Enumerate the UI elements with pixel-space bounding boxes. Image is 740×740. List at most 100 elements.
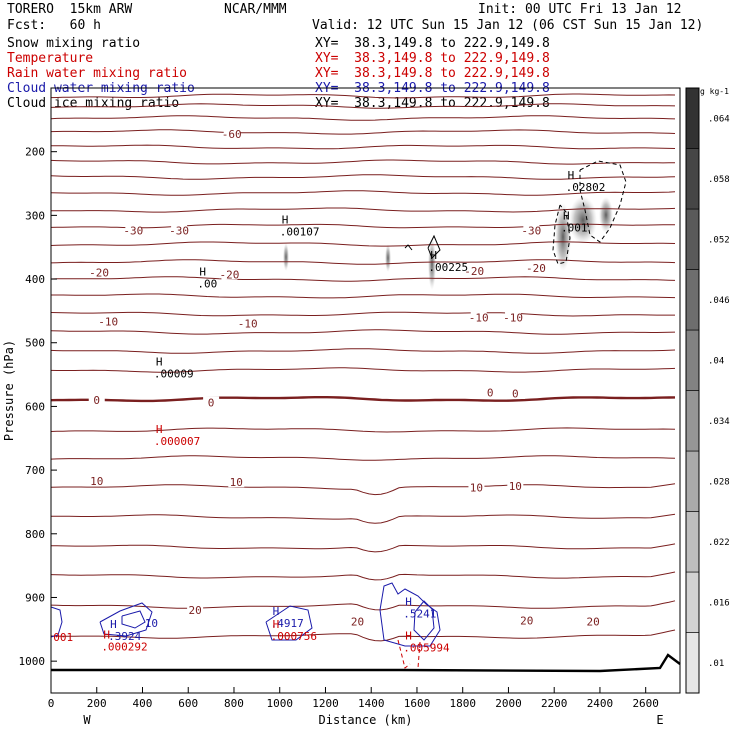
maximum-h-marker: H: [156, 423, 163, 436]
isotherm-label: -10: [238, 318, 258, 331]
x-tick-label: 2200: [541, 697, 568, 710]
isotherm-label: 10: [90, 475, 103, 488]
field-xy-range: XY= 38.3,149.8 to 222.9,149.8: [315, 51, 550, 66]
y-tick-label: 600: [25, 400, 45, 413]
isotherm-line: [50, 103, 676, 109]
colorbar-tick-label: .028: [708, 477, 730, 487]
cloud-contour-layer: [50, 160, 681, 673]
colorbar-tick-label: .064: [708, 114, 730, 124]
isotherm-label: -30: [521, 225, 541, 238]
isotherm-line: [50, 543, 676, 553]
ground-line: [51, 653, 681, 673]
maximum-value-label: .00225: [428, 261, 468, 274]
cloud-water-contour: [265, 605, 313, 641]
maximum-value-label: .005994: [403, 641, 450, 654]
x-tick-label: 600: [178, 697, 198, 710]
isotherm-label: 10: [230, 476, 243, 489]
x-tick-label: 1800: [449, 697, 476, 710]
colorbar-swatch: [685, 208, 700, 270]
isotherm-line: [50, 329, 676, 335]
maximum-value-label: .00107: [280, 225, 320, 238]
y-tick-label: 700: [25, 464, 45, 477]
isotherm-label-bg: [203, 396, 220, 408]
x-tick-label: 2600: [632, 697, 659, 710]
colorbar-tick-label: .04: [708, 356, 724, 366]
colorbar-tick-label: .016: [708, 598, 730, 608]
isotherm-line: [50, 207, 676, 213]
isotherm-label-bg: [88, 474, 105, 486]
isotherm-line: [50, 144, 676, 150]
isotherm-label-bg: [470, 311, 487, 323]
colorbar-tick-label: .046: [708, 296, 730, 306]
maximum-h-marker: H: [563, 210, 570, 223]
isotherm-label-bg: [91, 266, 108, 278]
isotherm-line: [50, 174, 676, 180]
valid-time: Valid: 12 UTC Sun 15 Jan 12 (06 CST Sun …: [312, 18, 704, 33]
x-tick-label: 400: [133, 697, 153, 710]
x-tick-label: 1000: [266, 697, 293, 710]
cloud-water-contour: [413, 600, 435, 641]
maximum-value-label: .02802: [566, 181, 606, 194]
colorbar-tick-label: .01: [708, 659, 724, 669]
cloud-ice-contour: [579, 160, 627, 243]
maximum-h-marker: H: [430, 249, 437, 262]
isotherm-line: [50, 600, 676, 611]
init-time: Init: 00 UTC Fri 13 Jan 12: [478, 2, 682, 17]
cloud-ice-contour: [404, 244, 413, 251]
isotherm-line: [51, 513, 676, 524]
x-tick-label: 2000: [495, 697, 522, 710]
colorbar-swatch: [685, 450, 700, 512]
isotherm-label-bg: [507, 480, 524, 492]
isotherm-line: [50, 115, 676, 121]
field-name: Temperature: [7, 51, 94, 66]
y-tick-label: 900: [25, 591, 45, 604]
isotherm-label: -30: [123, 225, 143, 238]
plot-border: [50, 87, 681, 694]
isotherm-label-bg: [221, 268, 238, 280]
x-tick-label: 1600: [404, 697, 431, 710]
isotherm-label: 0: [208, 397, 215, 410]
isotherm-label: -20: [219, 269, 239, 282]
model-title: TORERO 15km ARW: [7, 2, 133, 17]
isotherm-label-bg: [523, 224, 540, 236]
maximum-value-label: .000756: [271, 630, 317, 643]
cloud-water-contour: [379, 582, 441, 647]
y-tick-label: 400: [25, 273, 45, 286]
isotherm-label-bg: [171, 224, 188, 236]
snow-shade-blob: [283, 243, 289, 271]
x-tick-label: 200: [87, 697, 107, 710]
isotherm-label: 10: [509, 480, 522, 493]
snow-shading-layer: [283, 196, 613, 290]
isotherm-label: 10: [470, 481, 483, 494]
isotherm-line: [50, 223, 675, 229]
west-endpoint-label: W: [83, 713, 91, 727]
east-endpoint-label: E: [656, 713, 663, 727]
isotherm-label-bg: [88, 394, 105, 406]
colorbar-tick-label: .022: [708, 538, 730, 548]
label-layer: 0 200 400 600 800 1000 1200 1400 1600 1800 2000 220…: [2, 127, 664, 727]
maximum-h-marker: H: [273, 618, 280, 631]
isotherm-label: 20: [188, 604, 201, 617]
contour-value-label: 001: [53, 631, 73, 644]
field-name: Rain water mixing ratio: [7, 66, 188, 81]
colorbar-border: [685, 87, 700, 694]
maximum-value-label: .001: [561, 222, 588, 235]
isotherm-label: -20: [526, 262, 546, 275]
colorbar-swatch: [685, 571, 700, 633]
forecast-hour: Fcst: 60 h: [7, 18, 101, 33]
y-tick-label: 200: [25, 146, 45, 159]
x-tick-label: 800: [224, 697, 244, 710]
isotherm-line: [50, 93, 676, 99]
isotherm-label-bg: [482, 386, 499, 398]
maximum-h-marker: H: [199, 266, 206, 279]
maximum-h-marker: H: [282, 213, 289, 226]
isotherm-line: [50, 129, 676, 135]
isotherm-label-bg: [585, 615, 602, 627]
maximum-value-label: .3924: [108, 630, 141, 643]
colorbar: .01 .016 .022 .028 .034 .04 .046 .052 .058 .064 g …: [685, 87, 730, 694]
isotherm-line: [50, 259, 676, 265]
maximum-h-marker: H: [568, 169, 575, 182]
maximum-h-marker: H: [103, 629, 110, 642]
isotherm-label: 0: [487, 386, 494, 399]
